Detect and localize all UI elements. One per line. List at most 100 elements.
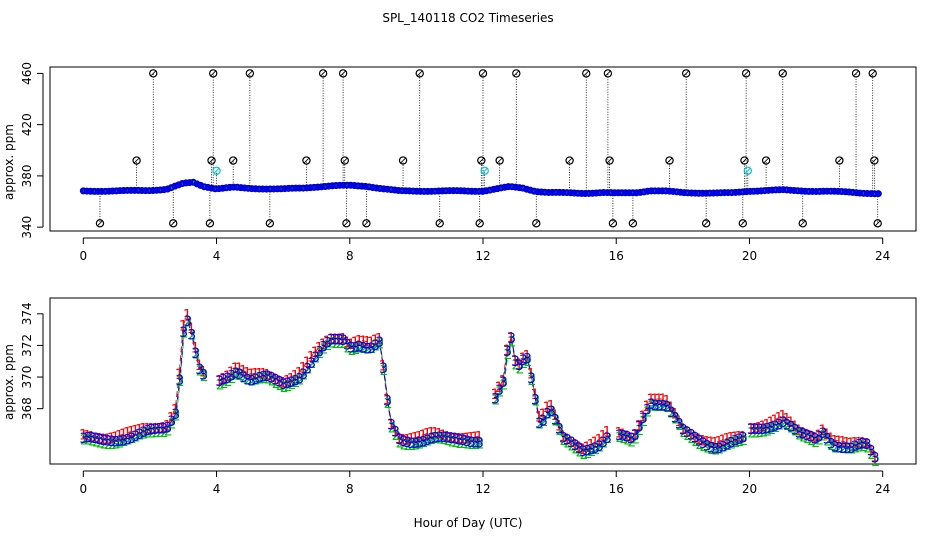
series-2-marker: 2 xyxy=(476,436,485,452)
series-1-marker: 1 xyxy=(726,431,735,447)
series-3-marker: 3 xyxy=(383,393,392,409)
series-1-marker: 1 xyxy=(291,368,300,384)
series-1-marker: 1 xyxy=(658,392,667,408)
series-3-marker: 3 xyxy=(535,416,544,432)
series-1-marker: 1 xyxy=(463,431,472,447)
series-1-marker: 1 xyxy=(127,424,136,440)
series-3-marker: 3 xyxy=(847,441,856,457)
series-2-marker: 2 xyxy=(412,437,421,453)
series-2-marker: 2 xyxy=(779,415,788,431)
series-2-marker: 2 xyxy=(567,439,576,455)
series-1-marker: 1 xyxy=(399,433,408,449)
series-2-marker: 2 xyxy=(96,436,105,452)
series-3-marker: 3 xyxy=(495,383,504,399)
series-2-marker: 2 xyxy=(599,435,608,451)
top-x-tick-label: 20 xyxy=(742,249,757,263)
series-2-marker: 2 xyxy=(559,433,568,449)
series-2-marker: 2 xyxy=(100,436,109,452)
series-2-marker: 2 xyxy=(360,341,369,357)
spike-marker-slash xyxy=(97,220,103,227)
series-1-marker: 1 xyxy=(379,359,388,375)
series-3-marker: 3 xyxy=(323,335,332,351)
top-y-axis-label: approx. ppm xyxy=(2,124,16,200)
series-2-marker: 2 xyxy=(284,379,293,395)
series-1-marker: 1 xyxy=(375,331,384,347)
series-3-marker: 3 xyxy=(387,417,396,433)
bottom-y-tick-label: 372 xyxy=(20,334,34,357)
series-2-marker: 2 xyxy=(847,442,856,458)
series-1-marker: 1 xyxy=(411,431,420,447)
series-1-marker: 1 xyxy=(634,418,643,434)
series-3-marker: 3 xyxy=(123,432,132,448)
series-1-marker: 1 xyxy=(423,427,432,443)
series-2-marker: 2 xyxy=(767,422,776,438)
series-3-marker: 3 xyxy=(599,435,608,451)
top-x-tick-label: 24 xyxy=(875,249,890,263)
spike-marker xyxy=(495,156,504,165)
series-2-marker: 2 xyxy=(524,354,533,370)
series-3-marker: 3 xyxy=(651,398,660,414)
spike-marker-slash xyxy=(566,157,573,164)
series-1-marker: 1 xyxy=(538,407,547,423)
spike-marker-slash xyxy=(230,157,237,164)
series-3-marker: 3 xyxy=(167,414,176,430)
series-2-marker: 2 xyxy=(428,432,437,448)
series-2-marker: 2 xyxy=(831,440,840,456)
series-1-marker: 1 xyxy=(542,400,551,416)
series-3-marker: 3 xyxy=(699,436,708,452)
series-3-marker: 3 xyxy=(691,431,700,447)
series-3-marker: 3 xyxy=(435,430,444,446)
series-2-marker: 2 xyxy=(104,437,113,453)
series-2-marker: 2 xyxy=(236,368,245,384)
series-3-marker: 3 xyxy=(403,435,412,451)
series-2-marker: 2 xyxy=(520,356,529,372)
series-3-marker: 3 xyxy=(319,340,328,356)
spike-marker-slash xyxy=(303,157,310,164)
series-1-marker: 1 xyxy=(131,423,140,439)
series-2-marker: 2 xyxy=(635,423,644,439)
series-1-marker: 1 xyxy=(403,432,412,448)
bottom-series-markers: 1111111111111111111111111111111111111111… xyxy=(79,307,880,470)
series-1-marker: 1 xyxy=(371,333,380,349)
series-2-marker: 2 xyxy=(384,396,393,412)
series-3-marker: 3 xyxy=(471,435,480,451)
series-1-marker: 1 xyxy=(511,353,520,369)
series-1-marker: 1 xyxy=(866,443,875,459)
spike-marker xyxy=(798,219,807,228)
spike-marker-slash xyxy=(436,220,443,227)
series-3-marker: 3 xyxy=(555,421,564,437)
series-2-marker: 2 xyxy=(867,447,876,463)
series-3-marker: 3 xyxy=(583,443,592,459)
series-2-marker: 2 xyxy=(671,412,680,428)
series-1-marker: 1 xyxy=(387,417,396,433)
series-1-marker: 1 xyxy=(451,431,460,447)
series-1-marker: 1 xyxy=(646,392,655,408)
series-3-marker: 3 xyxy=(183,314,192,330)
series-3-marker: 3 xyxy=(411,436,420,452)
series-2-marker: 2 xyxy=(192,347,201,363)
series-3-marker: 3 xyxy=(575,441,584,457)
series-2-marker: 2 xyxy=(731,435,740,451)
series-3-marker: 3 xyxy=(147,422,156,438)
series-3-marker: 3 xyxy=(727,436,736,452)
series-2-marker: 2 xyxy=(555,423,564,439)
series-2-marker: 2 xyxy=(516,361,525,377)
series-1-marker: 1 xyxy=(582,440,591,456)
series-2-marker: 2 xyxy=(811,435,820,451)
series-1-marker: 1 xyxy=(499,373,508,389)
series-2-marker: 2 xyxy=(839,441,848,457)
series-2-marker: 2 xyxy=(711,443,720,459)
spike-marker-slash xyxy=(340,70,346,77)
series-3-marker: 3 xyxy=(639,411,648,427)
series-2-marker: 2 xyxy=(320,342,329,358)
series-1-marker: 1 xyxy=(507,331,516,347)
series-2-marker: 2 xyxy=(240,370,249,386)
spike-marker-slash xyxy=(267,220,273,227)
series-2-marker: 2 xyxy=(591,442,600,458)
series-3-marker: 3 xyxy=(731,434,740,450)
series-2-marker: 2 xyxy=(312,351,321,367)
series-1-marker: 1 xyxy=(335,332,344,348)
series-2-marker: 2 xyxy=(344,340,353,356)
series-3-marker: 3 xyxy=(223,371,232,387)
